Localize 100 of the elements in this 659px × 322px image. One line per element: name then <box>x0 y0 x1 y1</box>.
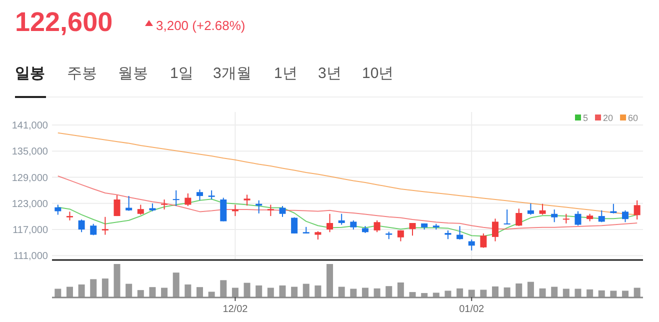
bar <box>302 284 310 297</box>
bar <box>551 286 558 297</box>
y-tick-label: 141,000 <box>12 120 48 132</box>
bar <box>468 290 475 297</box>
candlestick <box>126 196 132 212</box>
bar <box>516 283 522 297</box>
candlestick <box>504 209 510 225</box>
text: 주봉 <box>67 65 97 82</box>
bar <box>184 284 192 297</box>
candlestick <box>409 222 416 236</box>
candlestick <box>492 218 498 242</box>
bar <box>102 278 108 297</box>
bar <box>539 288 546 297</box>
bar <box>574 288 582 297</box>
bar <box>220 280 227 297</box>
bar <box>492 286 498 297</box>
bar <box>456 288 464 297</box>
y-tick-label: 129,000 <box>12 172 48 184</box>
bar <box>279 285 286 297</box>
bar <box>149 287 156 297</box>
bar <box>114 264 120 297</box>
bar <box>172 272 180 297</box>
candlestick <box>598 210 605 223</box>
bar <box>386 286 392 297</box>
bar <box>397 282 404 297</box>
candlestick <box>562 213 570 224</box>
text: 3,200 (+2.68%) <box>156 18 246 33</box>
candlestick <box>326 213 334 233</box>
candlestick <box>172 190 180 207</box>
bar <box>409 292 416 297</box>
bar <box>610 290 617 297</box>
x-tick-label: 01/02 <box>459 304 485 315</box>
candlestick <box>78 219 85 233</box>
candlestick <box>374 220 380 233</box>
y-tick-label: 123,000 <box>12 198 48 210</box>
candlestick <box>196 188 203 201</box>
text: 122,600 <box>15 7 113 37</box>
bar <box>137 290 144 297</box>
bar <box>421 293 428 297</box>
candlestick <box>574 210 582 226</box>
text: 3개월 <box>213 65 252 82</box>
bar <box>78 284 85 297</box>
legend-label: 20 <box>603 113 614 123</box>
candlestick <box>516 208 522 227</box>
bar <box>480 290 487 297</box>
bar <box>586 289 594 297</box>
bar <box>54 288 62 297</box>
candlestick <box>184 192 192 207</box>
y-tick-label: 117,000 <box>12 225 48 236</box>
bar <box>126 284 132 297</box>
bar <box>90 279 97 297</box>
bar <box>598 290 605 297</box>
candlestick <box>161 198 168 210</box>
text: 1년 <box>274 65 298 82</box>
text: 월봉 <box>118 65 148 82</box>
bar <box>196 287 203 297</box>
candlestick <box>527 202 534 216</box>
text: 1일 <box>170 65 194 82</box>
text: 10년 <box>362 65 394 82</box>
bar <box>161 288 168 297</box>
legend-label: 60 <box>628 113 638 123</box>
bar <box>350 288 357 297</box>
y-tick-label: 111,000 <box>13 251 48 262</box>
bar <box>362 288 368 297</box>
candlestick <box>468 239 475 251</box>
bar <box>562 288 570 297</box>
bar <box>291 286 298 297</box>
bar <box>634 288 640 297</box>
candlestick <box>539 203 546 216</box>
candlestick <box>480 232 487 248</box>
bar <box>444 290 452 297</box>
candlestick <box>114 194 120 217</box>
bar <box>314 285 322 297</box>
candlestick <box>634 200 640 220</box>
bar <box>527 282 534 297</box>
candlestick <box>279 206 286 218</box>
bar <box>622 290 629 297</box>
candlestick <box>622 210 629 223</box>
candlestick <box>610 203 617 214</box>
bar <box>267 288 274 297</box>
candlestick <box>102 216 108 236</box>
bar <box>338 286 345 297</box>
candlestick <box>220 197 227 222</box>
bar <box>244 282 250 297</box>
candlestick <box>244 194 250 206</box>
candlestick <box>267 204 274 217</box>
candlestick <box>551 209 558 223</box>
candlestick <box>338 213 345 226</box>
bar <box>208 292 215 297</box>
text: 3년 <box>318 65 342 82</box>
candlestick <box>456 226 464 240</box>
bar <box>256 285 262 297</box>
bar <box>232 288 238 297</box>
bar <box>432 292 440 297</box>
y-tick-label: 135,000 <box>12 146 48 158</box>
text: 일봉 <box>15 65 45 82</box>
bar <box>374 288 380 297</box>
bar <box>504 287 510 297</box>
candlestick <box>137 204 144 216</box>
legend-label: 5 <box>583 113 588 123</box>
